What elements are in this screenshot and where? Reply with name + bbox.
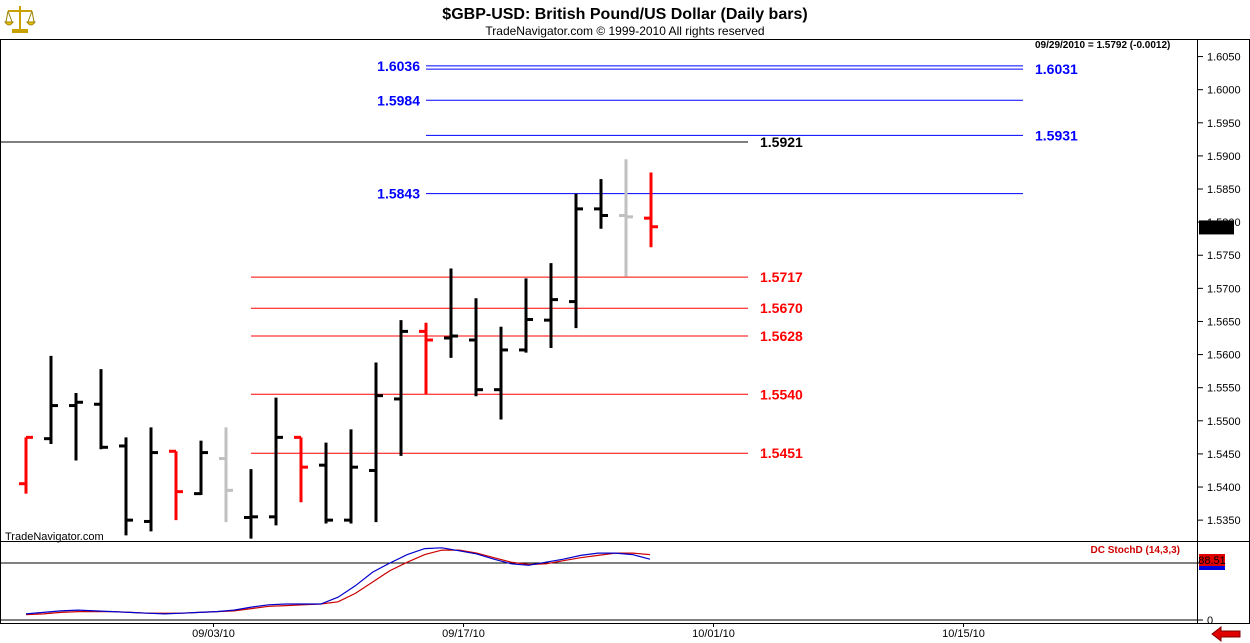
ohlc-bar: [244, 469, 258, 539]
y-tick-label: 1.5750: [1207, 250, 1241, 262]
copyright-text: TradeNavigator.com © 1999-2010 All right…: [485, 24, 764, 38]
x-tick-label: 09/03/10: [192, 628, 235, 640]
stoch-k-line: [25, 547, 651, 615]
watermark: TradeNavigator.com: [5, 531, 104, 543]
y-tick-label: 1.5650: [1207, 316, 1241, 328]
x-tick-label: 10/15/10: [942, 628, 985, 640]
level-label: 1.5628: [760, 328, 803, 344]
ohlc-bar: [644, 172, 658, 248]
indicator-name: DC StochD (14,3,3): [1091, 545, 1180, 556]
price-bars: [19, 159, 658, 539]
y-tick-label: 1.6000: [1207, 85, 1241, 97]
y-tick-label: 1.5950: [1207, 118, 1241, 130]
y-tick-label: 1.5350: [1207, 515, 1241, 527]
level-label: 1.6031: [1035, 61, 1078, 77]
y-tick-label: 1.5550: [1207, 383, 1241, 395]
ohlc-bar: [469, 298, 483, 397]
level-label: 1.5670: [760, 300, 803, 316]
ohlc-bar: [369, 362, 383, 523]
current-price-label: 1.5792: [1199, 222, 1233, 234]
ohlc-bar: [394, 320, 408, 456]
level-label: 1.5843: [377, 186, 420, 202]
ohlc-bar: [619, 159, 633, 277]
scales-icon: [4, 6, 36, 33]
ohlc-bar: [519, 278, 533, 353]
ohlc-bar: [219, 427, 233, 523]
indicator-value-marker: 88.51: [1198, 554, 1226, 570]
ohlc-bar: [269, 397, 283, 526]
price-axis: [1197, 39, 1250, 542]
level-label: 1.5717: [760, 269, 803, 285]
y-tick-label: 1.5500: [1207, 416, 1241, 428]
ohlc-bar: [169, 449, 183, 521]
chart-title: $GBP-USD: British Pound/US Dollar (Daily…: [442, 6, 807, 23]
ohlc-bar: [19, 435, 33, 494]
x-axis-ticks: 09/03/10 09/17/10 10/01/10 10/15/10: [192, 623, 985, 640]
indicator-axis: [1197, 541, 1250, 624]
y-tick-label: 1.5850: [1207, 184, 1241, 196]
current-price-marker: 1.5792: [1199, 220, 1234, 235]
back-button[interactable]: [1207, 625, 1247, 643]
ohlc-bar: [294, 435, 308, 503]
ohlc-bar: [419, 322, 433, 395]
level-label: 1.5540: [760, 386, 803, 402]
ohlc-bar: [144, 427, 158, 532]
level-lines: 1.6036 1.6031 1.5984 1.5931 1.5921 1.5843 1.57…: [1, 58, 1078, 461]
ohlc-bar: [444, 268, 458, 358]
price-panel: [0, 39, 1198, 542]
arrow-left-icon: [1211, 625, 1241, 643]
ohlc-bar: [44, 355, 58, 444]
ohlc-bar: [319, 442, 333, 524]
ohlc-bar: [344, 429, 358, 524]
indicator-tick-label: 0: [1207, 615, 1213, 627]
ohlc-bar: [594, 179, 608, 229]
level-label: 1.5451: [760, 445, 803, 461]
x-tick-label: 10/01/10: [692, 628, 735, 640]
y-axis-ticks: 1.5350 1.5400 1.5450 1.5500 1.5550 1.5600 1.56…: [1197, 52, 1241, 527]
y-tick-label: 1.5450: [1207, 449, 1241, 461]
stochastic-lines: 750: [1, 547, 1219, 627]
ohlc-bar: [569, 193, 583, 329]
ohlc-bar: [94, 369, 108, 450]
ohlc-bar: [544, 263, 558, 348]
ohlc-bar: [69, 392, 83, 461]
ohlc-bar: [194, 440, 208, 496]
level-label: 1.5921: [760, 134, 803, 150]
y-tick-label: 1.5900: [1207, 151, 1241, 163]
indicator-panel: [0, 541, 1198, 624]
y-tick-label: 1.5700: [1207, 283, 1241, 295]
ohlc-bar: [119, 437, 133, 536]
indicator-value-label: 88.51: [1198, 555, 1226, 567]
ohlc-bar: [494, 326, 508, 420]
y-tick-label: 1.5400: [1207, 482, 1241, 494]
y-tick-label: 1.6050: [1207, 52, 1241, 64]
y-tick-label: 1.5600: [1207, 350, 1241, 362]
last-bar-info: 09/29/2010 = 1.5792 (-0.0012): [1035, 40, 1170, 51]
level-label: 1.5984: [377, 92, 420, 108]
level-label: 1.6036: [377, 58, 420, 74]
level-label: 1.5931: [1035, 127, 1078, 143]
x-tick-label: 09/17/10: [442, 628, 485, 640]
logo[interactable]: [2, 2, 36, 36]
